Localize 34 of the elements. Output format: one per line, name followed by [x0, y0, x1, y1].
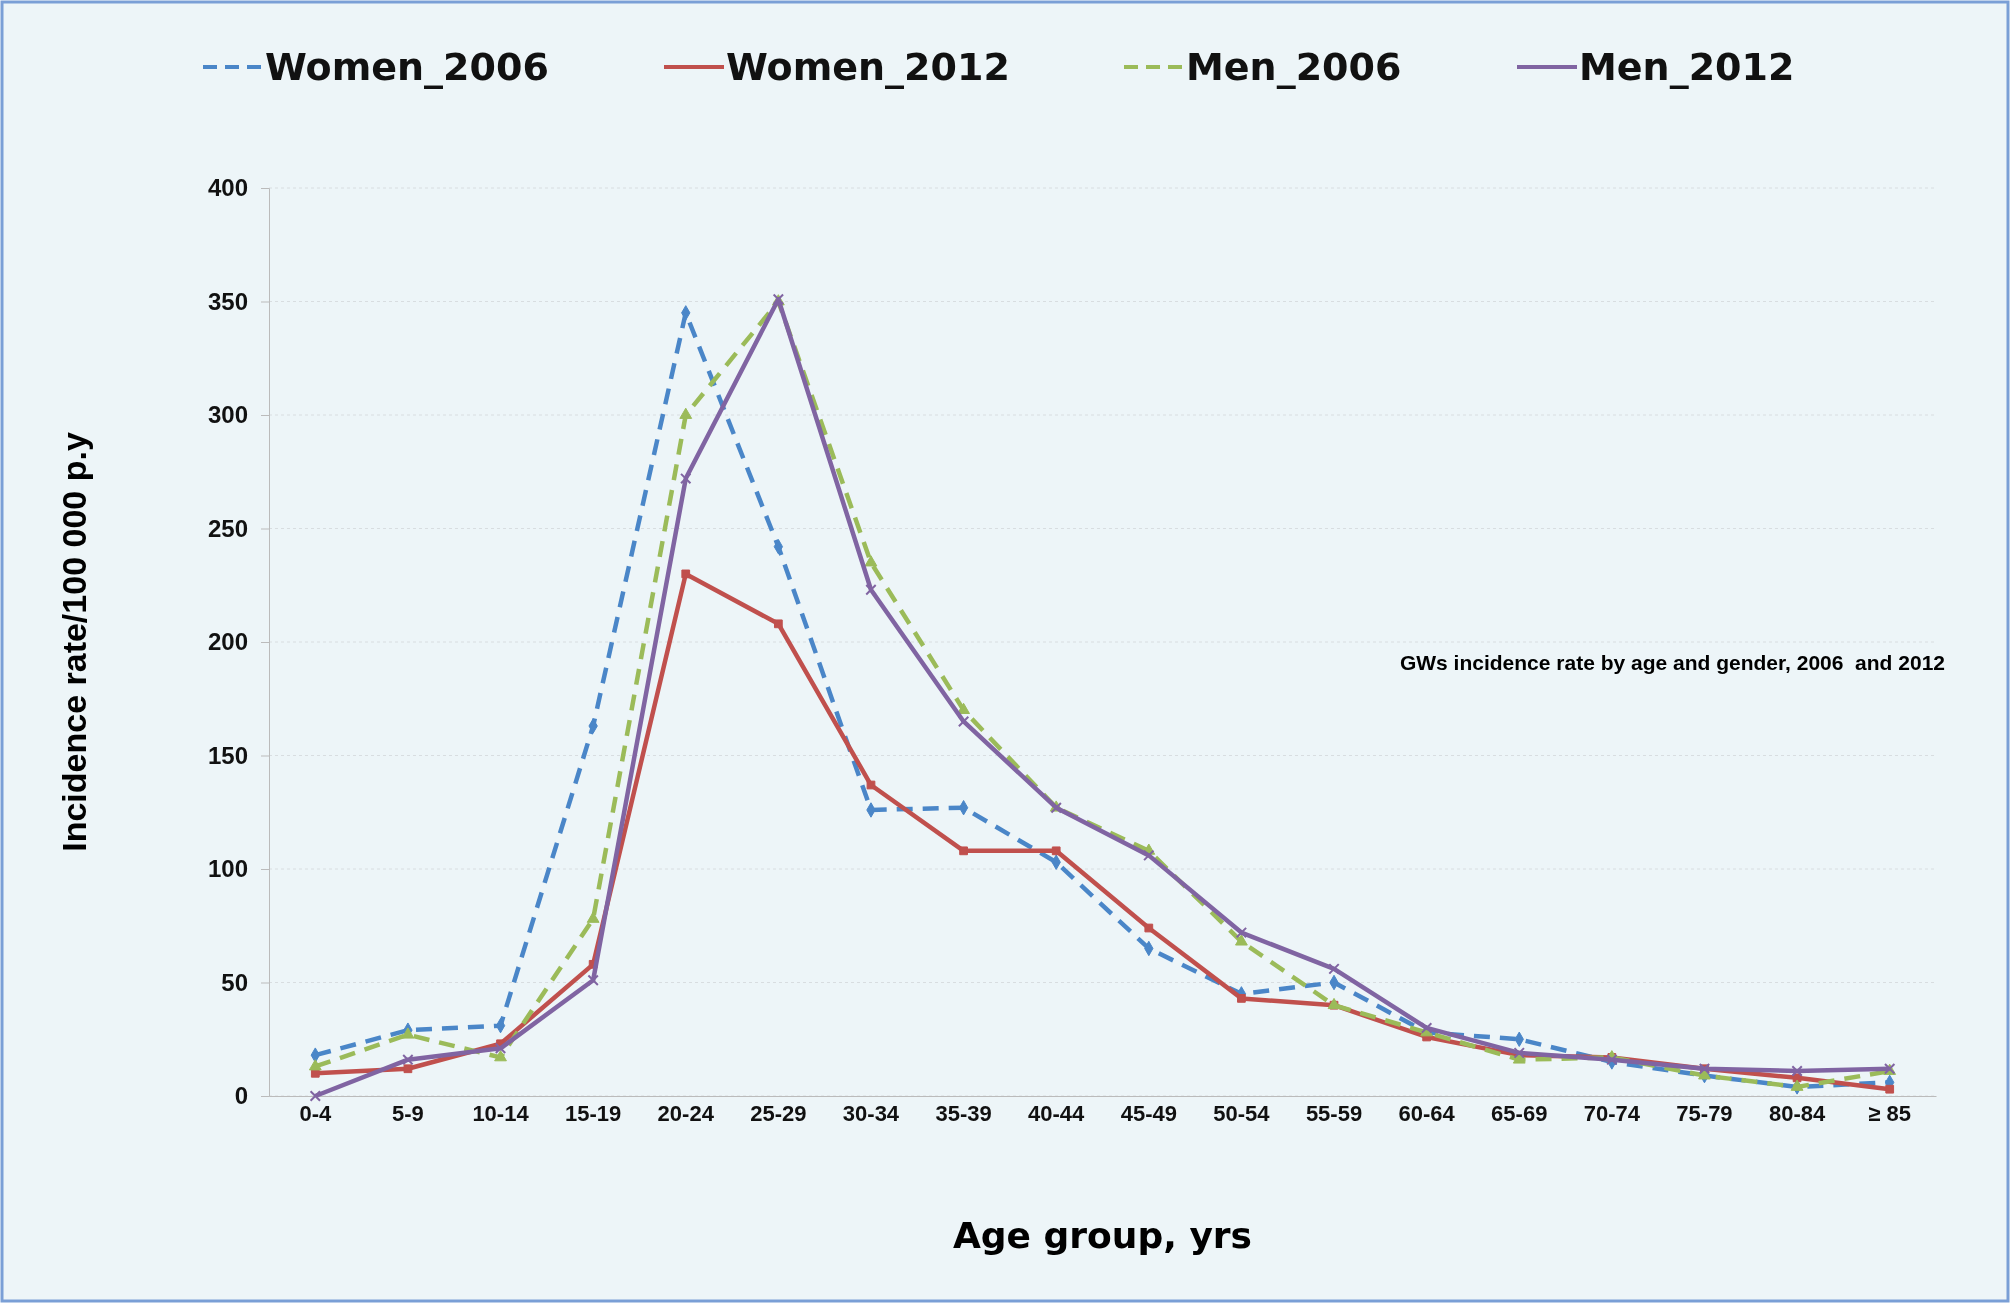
- x-tick-label: 5-9: [392, 1101, 424, 1126]
- x-tick-label: 50-54: [1213, 1101, 1271, 1126]
- x-tick-label: 75-79: [1676, 1101, 1733, 1126]
- x-tick-label: 55-59: [1305, 1101, 1363, 1126]
- y-tick-label: 200: [207, 628, 248, 656]
- y-tick-label: 400: [207, 174, 248, 202]
- y-tick-label: 0: [234, 1082, 248, 1110]
- legend-label: Women_2006: [265, 45, 549, 89]
- x-tick-label: 40-44: [1028, 1101, 1086, 1126]
- annotation: GWs incidence rate by age and gender, 2006 and 2012: [1399, 651, 1945, 674]
- x-tick-label: 35-39: [935, 1101, 992, 1126]
- y-axis-title: Incidence rate/100 000 p.y: [55, 432, 93, 852]
- legend-label: Men_2012: [1579, 45, 1795, 89]
- y-tick-label: 300: [207, 401, 248, 429]
- x-tick-label: 0-4: [299, 1101, 332, 1126]
- x-tick-label: 80-84: [1768, 1101, 1826, 1126]
- x-tick-label: 45-49: [1120, 1101, 1177, 1126]
- y-tick-label: 150: [207, 741, 248, 769]
- x-tick-label: 30-34: [842, 1101, 900, 1126]
- y-tick-label: 350: [207, 287, 248, 315]
- y-tick-label: 50: [221, 968, 248, 996]
- x-tick-label: 60-64: [1398, 1101, 1456, 1126]
- x-tick-label: 25-29: [750, 1101, 807, 1126]
- x-tick-label: 20-24: [657, 1101, 715, 1126]
- legend-label: Women_2012: [726, 45, 1010, 89]
- x-tick-label: 15-19: [565, 1101, 622, 1126]
- x-tick-label: 65-69: [1491, 1101, 1548, 1126]
- y-tick-label: 100: [207, 855, 248, 883]
- legend-label: Men_2006: [1186, 45, 1402, 89]
- x-axis-title: Age group, yrs: [952, 1215, 1253, 1256]
- x-tick-label: 10-14: [472, 1101, 530, 1126]
- x-tick-label: 70-74: [1583, 1101, 1641, 1126]
- x-tick-label: ≥ 85: [1868, 1101, 1912, 1126]
- y-tick-label: 250: [207, 514, 248, 542]
